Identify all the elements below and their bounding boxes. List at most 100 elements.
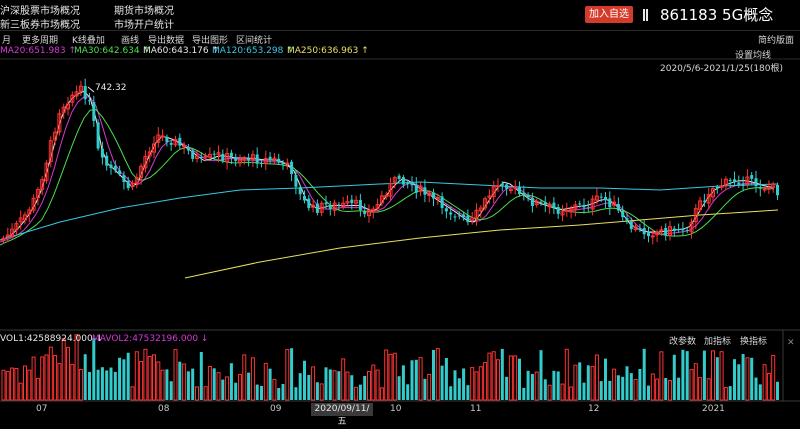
candle <box>367 210 371 217</box>
volume-bar <box>199 351 203 400</box>
neeq-overview-link[interactable]: 新三板券市场概况 <box>0 20 80 31</box>
volume-bar <box>449 386 453 400</box>
candle <box>18 217 23 223</box>
candle <box>737 182 741 185</box>
more-periods-button[interactable]: 更多周期 <box>22 36 59 46</box>
range-stats-button[interactable]: 区间统计 <box>236 36 273 46</box>
volume-bar <box>88 372 91 400</box>
volume-bar <box>371 364 376 401</box>
candle <box>754 178 758 187</box>
volume-bar <box>332 370 337 401</box>
volume-bar <box>410 360 414 400</box>
candle <box>225 152 230 163</box>
volume-bar <box>221 379 225 400</box>
candle <box>733 179 736 183</box>
volume-bar <box>375 369 380 401</box>
candle <box>307 198 311 209</box>
candle <box>728 180 732 182</box>
candle <box>453 216 457 218</box>
export-data-button[interactable]: 导出数据 <box>148 36 185 46</box>
volume-bar <box>590 366 595 401</box>
candle <box>526 194 530 198</box>
export-image-button[interactable]: 导出图形 <box>192 36 229 46</box>
candle <box>92 102 96 121</box>
candle <box>165 136 169 143</box>
volume-bar <box>608 380 612 400</box>
ma-settings-button[interactable]: 设置均线 <box>735 51 772 61</box>
collapse-icon[interactable]: ✕ <box>787 338 795 348</box>
volume-bar <box>655 378 660 401</box>
futures-overview-link[interactable]: 期货市场概况 <box>114 6 174 17</box>
volume-bar <box>444 357 448 400</box>
period-month-button[interactable]: 月 <box>2 36 12 46</box>
ma120-legend: MA120:653.298 ↑ <box>212 46 294 56</box>
candle <box>105 155 109 166</box>
candle <box>40 179 45 190</box>
candle <box>668 226 672 236</box>
volume-bar <box>702 350 706 400</box>
simple-layout-button[interactable]: 简约版面 <box>758 36 795 46</box>
candle <box>238 159 242 164</box>
candle <box>363 211 367 215</box>
candle <box>268 156 272 161</box>
volume-bar <box>547 384 552 401</box>
swap-indicator-button[interactable]: 换指标 <box>740 337 768 347</box>
volume-bar <box>277 387 281 400</box>
volume-bar <box>569 386 574 401</box>
volume-bar <box>139 361 144 401</box>
volume-bar <box>207 366 212 401</box>
volume-bar <box>728 386 732 400</box>
volume-bar <box>513 355 518 401</box>
volume-bar <box>319 383 324 401</box>
candle <box>100 148 104 158</box>
candle <box>203 155 208 158</box>
candle <box>96 122 100 149</box>
candle <box>513 186 518 189</box>
add-indicator-button[interactable]: 加指标 <box>704 337 732 347</box>
volume-bar <box>10 367 15 401</box>
market-overview-link[interactable]: 沪深股票市场概况 <box>0 6 80 17</box>
volume-bar <box>126 352 130 400</box>
candle <box>594 195 599 201</box>
volume-bar <box>345 371 350 401</box>
volume-bar <box>685 351 689 400</box>
candle <box>277 158 281 163</box>
pause-icon[interactable] <box>643 9 648 21</box>
volume-bar <box>564 348 569 401</box>
peak-price-label: 742.32 <box>95 83 127 93</box>
candle <box>388 182 393 197</box>
volume-bar <box>698 377 703 401</box>
candle <box>543 202 547 205</box>
volume-bar <box>311 366 316 401</box>
volume-bar <box>693 363 698 401</box>
candle <box>423 187 427 195</box>
volume-bar <box>242 354 247 401</box>
volume-bar <box>173 349 178 401</box>
volume-bar <box>508 355 513 401</box>
volume-bar <box>229 363 233 400</box>
candle <box>379 195 384 204</box>
axis-label-09: 09 <box>270 404 282 414</box>
draw-line-button[interactable]: 画线 <box>121 36 140 46</box>
volume-bar <box>758 384 762 400</box>
candle <box>328 205 332 210</box>
candle <box>702 200 706 202</box>
volume-bar <box>647 385 650 400</box>
volume-bar <box>625 366 629 400</box>
overlay-kline-button[interactable]: K线叠加 <box>72 36 105 46</box>
volume-bar <box>14 368 19 401</box>
volume-bar <box>388 353 393 401</box>
candle <box>406 183 410 185</box>
candle <box>5 234 10 238</box>
candle <box>285 162 290 165</box>
candle <box>35 189 40 199</box>
edit-params-button[interactable]: 改参数 <box>669 337 697 347</box>
volume-bar <box>341 358 346 401</box>
candle <box>371 208 376 213</box>
kline-chart[interactable] <box>0 0 800 418</box>
candle <box>397 175 401 179</box>
account-stats-link[interactable]: 市场开户统计 <box>114 20 174 31</box>
volume-bar <box>285 349 290 401</box>
candle <box>642 228 646 235</box>
add-to-watchlist-button[interactable]: 加入自选 <box>585 6 633 23</box>
